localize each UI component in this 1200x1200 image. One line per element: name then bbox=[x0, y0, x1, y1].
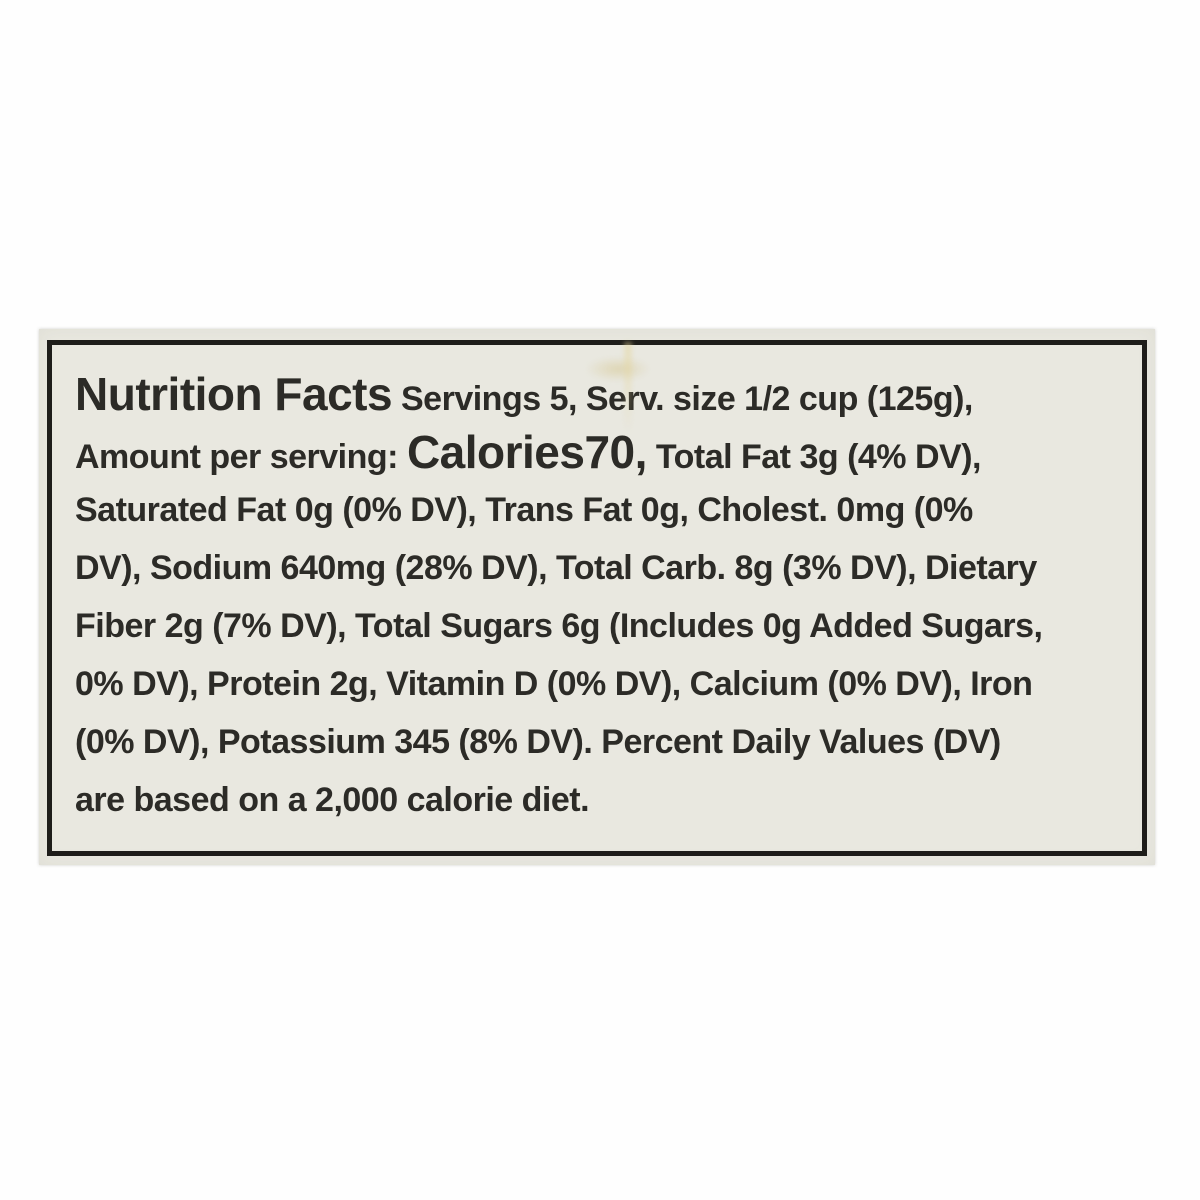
calories-value: Calories70, bbox=[406, 426, 647, 478]
fiber-sugars-text: Fiber 2g (7% DV), Total Sugars 6g (Inclu… bbox=[75, 607, 1043, 645]
nutrition-label-sticker: Nutrition Facts Servings 5, Serv. size 1… bbox=[39, 329, 1155, 865]
label-line-8: are based on a 2,000 calorie diet. bbox=[75, 771, 1133, 829]
protein-vitamins-text: 0% DV), Protein 2g, Vitamin D (0% DV), C… bbox=[75, 665, 1033, 703]
saturated-trans-cholesterol-text: Saturated Fat 0g (0% DV), Trans Fat 0g, … bbox=[75, 491, 973, 529]
nutrition-facts-text: Nutrition Facts Servings 5, Serv. size 1… bbox=[75, 365, 1133, 829]
label-line-3: Saturated Fat 0g (0% DV), Trans Fat 0g, … bbox=[75, 481, 1133, 539]
sodium-carb-text: DV), Sodium 640mg (28% DV), Total Carb. … bbox=[75, 549, 1037, 587]
footnote-text: are based on a 2,000 calorie diet. bbox=[75, 781, 590, 819]
servings-and-serving-size: Servings 5, Serv. size 1/2 cup (125g), bbox=[392, 380, 973, 418]
label-line-1: Nutrition Facts Servings 5, Serv. size 1… bbox=[75, 365, 1133, 423]
label-line-6: 0% DV), Protein 2g, Vitamin D (0% DV), C… bbox=[75, 655, 1133, 713]
label-line-5: Fiber 2g (7% DV), Total Sugars 6g (Inclu… bbox=[75, 597, 1133, 655]
label-line-4: DV), Sodium 640mg (28% DV), Total Carb. … bbox=[75, 539, 1133, 597]
label-line-7: (0% DV), Potassium 345 (8% DV). Percent … bbox=[75, 713, 1133, 771]
nutrition-facts-title: Nutrition Facts bbox=[75, 368, 393, 420]
potassium-dv-text: (0% DV), Potassium 345 (8% DV). Percent … bbox=[75, 723, 1001, 761]
amount-per-serving-label: Amount per serving: bbox=[75, 438, 407, 476]
label-line-2: Amount per serving: Calories70, Total Fa… bbox=[75, 423, 1133, 481]
total-fat-value: Total Fat 3g (4% DV), bbox=[646, 438, 982, 476]
